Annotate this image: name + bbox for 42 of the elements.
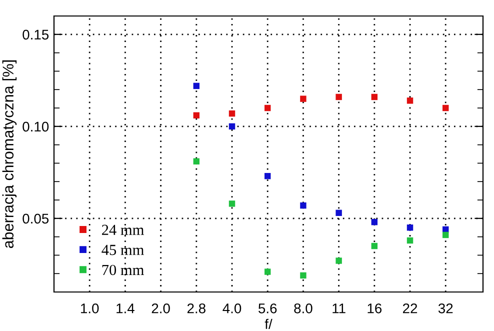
point: [406, 98, 414, 104]
legend-label: 45 mm: [102, 244, 144, 256]
x-tick-label: 32: [438, 303, 453, 314]
point: [406, 224, 414, 231]
point: [406, 237, 414, 244]
legend-label: 70 mm: [102, 264, 144, 276]
x-tick-label: 5.6: [258, 303, 277, 314]
y-tick-label: 0.15: [22, 30, 49, 40]
point: [300, 202, 306, 209]
x-tick-label: 16: [368, 303, 382, 314]
x-tick-label: 22: [402, 303, 418, 314]
point: [371, 218, 378, 226]
x-tick-label: 11: [332, 304, 346, 314]
point: [300, 96, 306, 102]
point: [264, 104, 271, 112]
point: [193, 158, 200, 164]
point: [193, 82, 200, 90]
y-axis-title: aberracja chromatyczna [%]: [2, 60, 17, 248]
text: 0.10: [22, 122, 49, 132]
point: [371, 242, 378, 250]
y-tick-label: 0.05: [22, 214, 49, 224]
x-axis-title: f/: [264, 318, 272, 330]
point: [228, 110, 236, 117]
x-tick-label: 8.0: [294, 303, 312, 314]
point: [300, 272, 306, 279]
x-tick-label: 1.0: [81, 303, 99, 314]
x-tick-label: 1.4: [116, 304, 134, 314]
point: [264, 268, 271, 275]
point: [442, 232, 449, 238]
x-tick-label: 2.8: [187, 303, 206, 314]
point: [264, 172, 271, 180]
point: [228, 123, 236, 130]
point: [336, 258, 342, 264]
point: [193, 112, 200, 118]
x-tick-label: 4.0: [222, 303, 242, 314]
x-tick-label: 2.0: [152, 303, 170, 314]
point: [336, 210, 342, 216]
point: [442, 104, 449, 112]
point: [228, 200, 236, 207]
legend-label: 24 mm: [102, 224, 144, 235]
point: [336, 94, 342, 100]
point: [371, 94, 378, 100]
